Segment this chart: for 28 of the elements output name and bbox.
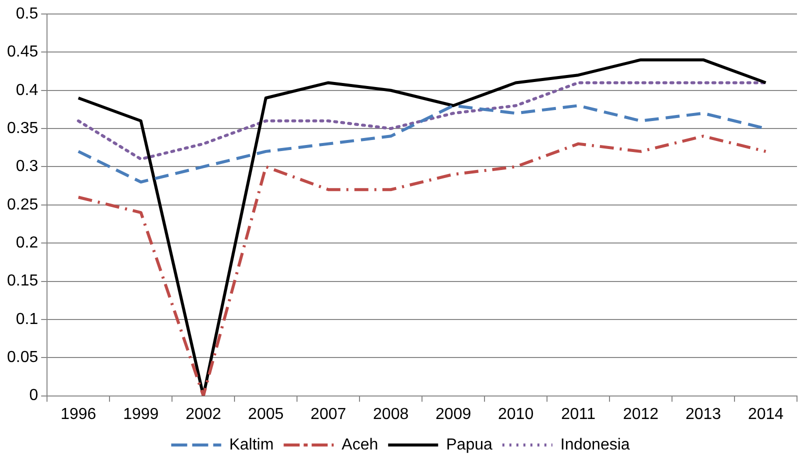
x-tick-label: 2009: [436, 406, 472, 423]
legend-label: Kaltim: [229, 436, 274, 454]
x-tick-label: 2013: [685, 406, 722, 423]
x-tick-label: 2002: [186, 406, 222, 423]
x-tick-label: 2007: [310, 406, 346, 423]
y-tick-label: 0.2: [16, 234, 38, 252]
y-tick-label: 0.3: [16, 158, 38, 176]
x-tick-label: 2014: [748, 406, 784, 423]
legend-label: Aceh: [342, 436, 378, 454]
y-tick-label: 0.35: [7, 120, 38, 137]
legend-label: Papua: [446, 436, 492, 454]
y-tick-label: 0.25: [7, 196, 38, 214]
y-tick-label: 0.45: [7, 44, 38, 61]
x-tick-label: 2011: [561, 406, 596, 423]
x-tick-label: 1999: [123, 406, 159, 423]
y-tick-label: 0: [29, 387, 38, 404]
y-tick-label: 0.05: [7, 349, 38, 366]
x-tick-label: 2008: [373, 406, 409, 423]
y-tick-label: 0.15: [7, 272, 38, 290]
y-tick-label: 0.4: [16, 82, 38, 99]
x-tick-label: 2012: [622, 406, 659, 423]
x-tick-label: 2010: [498, 406, 534, 423]
y-tick-label: 0.5: [16, 5, 38, 22]
legend-label: Indonesia: [560, 436, 630, 454]
x-tick-label: 2005: [248, 406, 284, 423]
line-series: [76, 134, 768, 396]
y-tick-label: 0.1: [16, 310, 38, 328]
x-tick-label: 1996: [60, 406, 96, 423]
